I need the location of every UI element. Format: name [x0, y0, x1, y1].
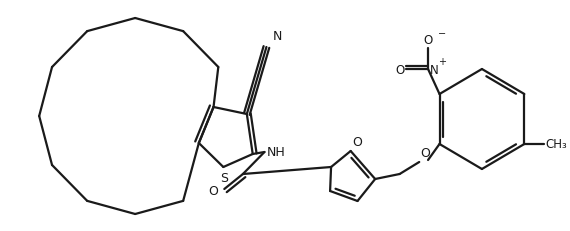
Text: O: O: [395, 63, 405, 76]
Text: +: +: [438, 57, 446, 67]
Text: O: O: [424, 34, 433, 47]
Text: S: S: [221, 171, 229, 184]
Text: O: O: [420, 146, 430, 159]
Text: NH: NH: [266, 146, 285, 159]
Text: O: O: [353, 135, 363, 148]
Text: CH₃: CH₃: [545, 138, 567, 151]
Text: N: N: [272, 30, 282, 43]
Text: O: O: [209, 185, 218, 198]
Text: −: −: [438, 29, 446, 39]
Text: N: N: [430, 63, 439, 76]
